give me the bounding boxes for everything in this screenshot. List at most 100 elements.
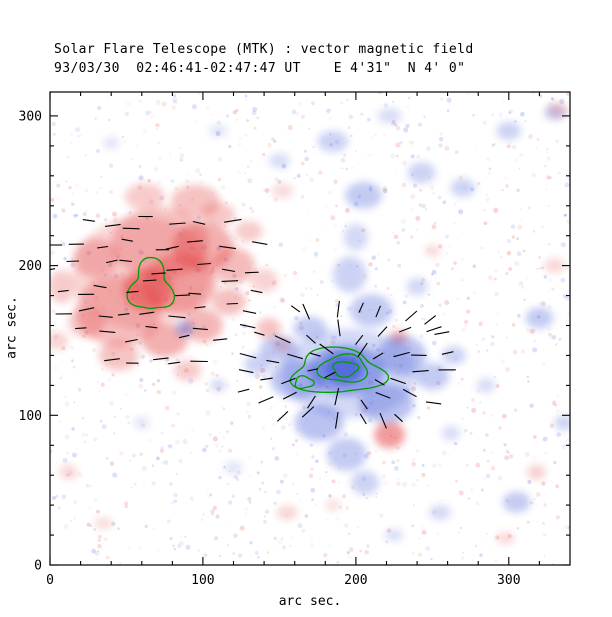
field-vector	[355, 334, 364, 345]
negative-polarity-blob	[317, 130, 349, 152]
negative-polarity-blob	[268, 153, 291, 169]
field-vector	[258, 396, 274, 404]
field-vector	[75, 327, 87, 330]
negative-polarity-blob	[326, 437, 367, 471]
negative-polarity-blob	[224, 461, 243, 474]
field-vector	[139, 311, 155, 315]
field-vector	[412, 370, 429, 373]
positive-polarity-blob	[59, 464, 78, 480]
field-vector	[260, 377, 273, 381]
x-tick-label: 300	[497, 573, 520, 588]
negative-polarity-blob	[349, 294, 393, 327]
positive-polarity-blob	[212, 247, 255, 284]
field-vector	[194, 306, 206, 309]
field-vector	[57, 289, 69, 293]
field-vector	[104, 358, 120, 362]
field-vector	[393, 351, 410, 358]
field-vector	[306, 334, 316, 344]
negative-polarity-blob	[407, 162, 436, 184]
negative-polarity-blob	[103, 136, 119, 149]
field-vector	[126, 290, 139, 293]
positive-polarity-blob	[94, 517, 113, 530]
y-tick-label: 300	[19, 109, 42, 124]
field-vector	[334, 411, 339, 429]
field-vector	[379, 412, 387, 429]
field-vector	[188, 292, 202, 295]
field-vector	[82, 219, 95, 222]
negative-polarity-blob	[415, 362, 450, 390]
field-vector	[358, 302, 364, 313]
field-vector	[153, 357, 169, 361]
field-vector	[301, 406, 315, 418]
positive-polarity-blob	[527, 464, 546, 480]
field-vector	[122, 227, 140, 230]
x-tick-label: 200	[344, 573, 367, 588]
negative-polarity-blob	[343, 223, 369, 251]
positive-polarity-blob	[276, 505, 298, 521]
positive-polarity-blob	[250, 268, 278, 293]
positive-polarity-blob	[271, 183, 294, 199]
field-vector	[239, 352, 257, 359]
field-vector	[168, 315, 186, 319]
field-vector	[252, 241, 268, 245]
field-vector	[276, 410, 289, 422]
positive-polarity-blob	[50, 331, 69, 350]
field-vector	[375, 391, 391, 399]
field-vector	[307, 395, 316, 409]
field-vector	[98, 315, 113, 318]
field-vector	[151, 272, 166, 275]
figure-title: Solar Flare Telescope (MTK) : vector mag…	[54, 42, 474, 57]
negative-polarity-blob	[359, 383, 414, 423]
field-vector	[178, 334, 190, 339]
umbra-contour-layer	[126, 256, 390, 393]
umbra-contour	[294, 375, 315, 390]
field-vector	[359, 413, 367, 425]
field-vector	[287, 353, 303, 360]
y-tick-label: 200	[19, 259, 42, 274]
negative-polarity-blob	[210, 379, 226, 392]
negative-polarity-blob	[209, 124, 228, 137]
negative-polarity-blob	[429, 505, 451, 521]
negative-polarity-blob	[175, 321, 194, 336]
field-vector	[186, 240, 203, 243]
field-vector	[375, 305, 382, 318]
y-axis-label: arc sec.	[4, 296, 20, 359]
y-tick-label: 100	[19, 409, 42, 424]
field-vector	[105, 223, 121, 227]
plot-frame	[49, 91, 571, 566]
field-vector	[324, 371, 336, 379]
negative-polarity-blob	[544, 105, 566, 121]
negative-polarity-blob	[294, 404, 344, 441]
field-vector	[357, 342, 368, 358]
field-vector	[192, 220, 206, 225]
field-vector	[224, 218, 242, 223]
field-vector	[374, 379, 385, 386]
positive-polarity-blob	[68, 307, 106, 338]
field-vector	[219, 245, 236, 250]
negative-polarity-blob	[270, 359, 326, 399]
field-vector	[222, 268, 236, 273]
x-axis-label: arc sec.	[278, 594, 342, 609]
field-vector	[254, 331, 265, 336]
transverse-field-vectors	[50, 215, 456, 429]
umbra-contour	[289, 346, 390, 393]
field-vector	[426, 326, 442, 333]
field-vector	[282, 391, 297, 400]
field-vector	[434, 331, 450, 335]
negative-polarity-blob	[345, 181, 382, 209]
field-vector	[50, 268, 56, 271]
positive-polarity-blob	[212, 288, 246, 316]
negative-polarity-blob	[502, 491, 531, 513]
negative-polarity-blob	[554, 415, 570, 431]
positive-polarity-blob	[50, 270, 76, 304]
positive-polarity-blob	[173, 359, 202, 381]
field-vector	[337, 319, 341, 337]
positive-polarity-blob	[183, 309, 223, 342]
field-vector	[78, 307, 95, 312]
field-vector	[281, 377, 296, 385]
negative-polarity-blob	[406, 277, 428, 296]
positive-polarity-blob	[424, 244, 440, 257]
field-vector	[360, 399, 368, 410]
